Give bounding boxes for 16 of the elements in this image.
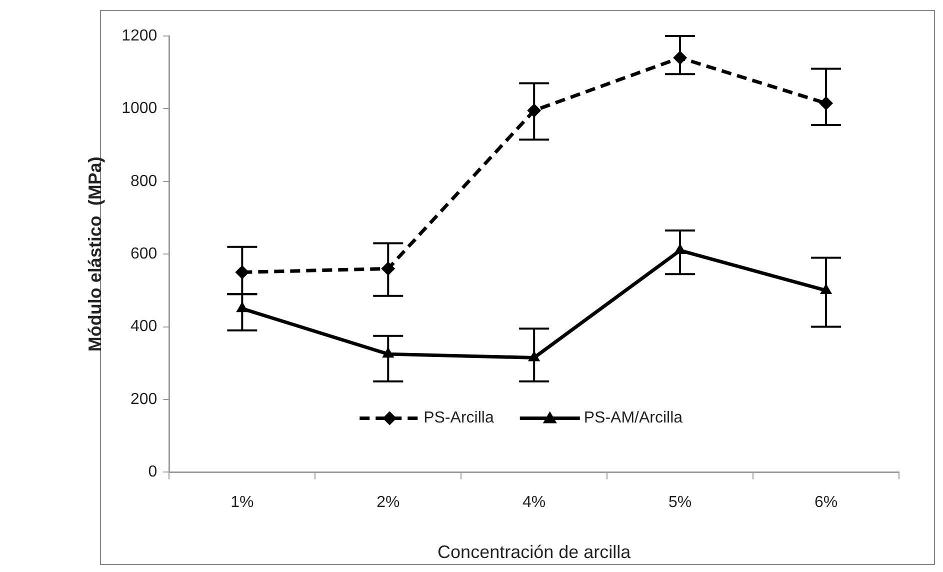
y-tick-label: 400 [130, 318, 158, 336]
y-tick-label: 1000 [122, 100, 158, 118]
y-tick-label: 600 [130, 246, 158, 263]
y-tick-label: 1200 [122, 27, 158, 44]
x-tick-label: 1% [230, 494, 254, 512]
legend-label: PS-AM/Arcilla [584, 410, 683, 427]
x-tick-label: 2% [376, 494, 400, 512]
y-tick-label: 800 [130, 172, 158, 190]
x-tick-label: 6% [814, 494, 838, 512]
x-tick-label: 4% [522, 494, 546, 512]
y-tick-label: 200 [130, 390, 158, 408]
y-axis-title: Módulo elástico (MPa) [84, 156, 105, 352]
legend-label: PS-Arcilla [424, 410, 494, 427]
y-tick-label: 0 [148, 464, 158, 481]
x-axis-title: Concentración de arcilla [438, 542, 632, 562]
x-tick-label: 5% [668, 494, 692, 512]
